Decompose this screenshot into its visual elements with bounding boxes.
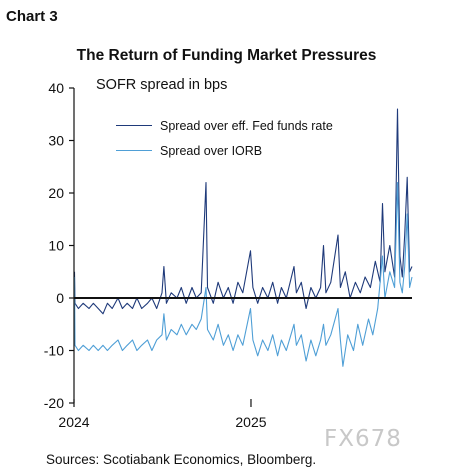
series-line-fed-funds — [73, 108, 413, 315]
legend-swatch-iorb — [116, 150, 152, 151]
y-tick-label: -20 — [44, 395, 64, 411]
y-tick-label: 0 — [56, 290, 64, 306]
chart-title: The Return of Funding Market Pressures — [76, 47, 377, 64]
y-ticks: -20 -10 0 10 20 30 40 — [44, 80, 74, 411]
y-tick-label: 10 — [48, 238, 64, 254]
legend-swatch-fed-funds — [116, 125, 152, 126]
y-tick-label: 30 — [48, 133, 64, 149]
legend-item-iorb: Spread over IORB — [116, 138, 333, 163]
series-layer — [73, 108, 413, 367]
legend-label-fed-funds: Spread over eff. Fed funds rate — [160, 118, 333, 133]
series-line-iorb — [73, 181, 413, 367]
x-ticks: 2024 2025 — [58, 399, 267, 430]
x-tick-label: 2024 — [58, 414, 89, 430]
y-tick-label: 40 — [48, 80, 64, 96]
legend: Spread over eff. Fed funds rate Spread o… — [116, 113, 333, 163]
y-tick-label: -10 — [44, 343, 64, 359]
legend-item-fed-funds: Spread over eff. Fed funds rate — [116, 113, 333, 138]
y-tick-label: 20 — [48, 185, 64, 201]
legend-label-iorb: Spread over IORB — [160, 143, 263, 158]
y-axis-label: SOFR spread in bps — [96, 77, 228, 93]
chart-label: Chart 3 — [6, 8, 58, 25]
source-note: Sources: Scotiabank Economics, Bloomberg… — [46, 452, 317, 467]
x-tick-label: 2025 — [235, 414, 266, 430]
watermark: FX678 — [324, 426, 402, 452]
